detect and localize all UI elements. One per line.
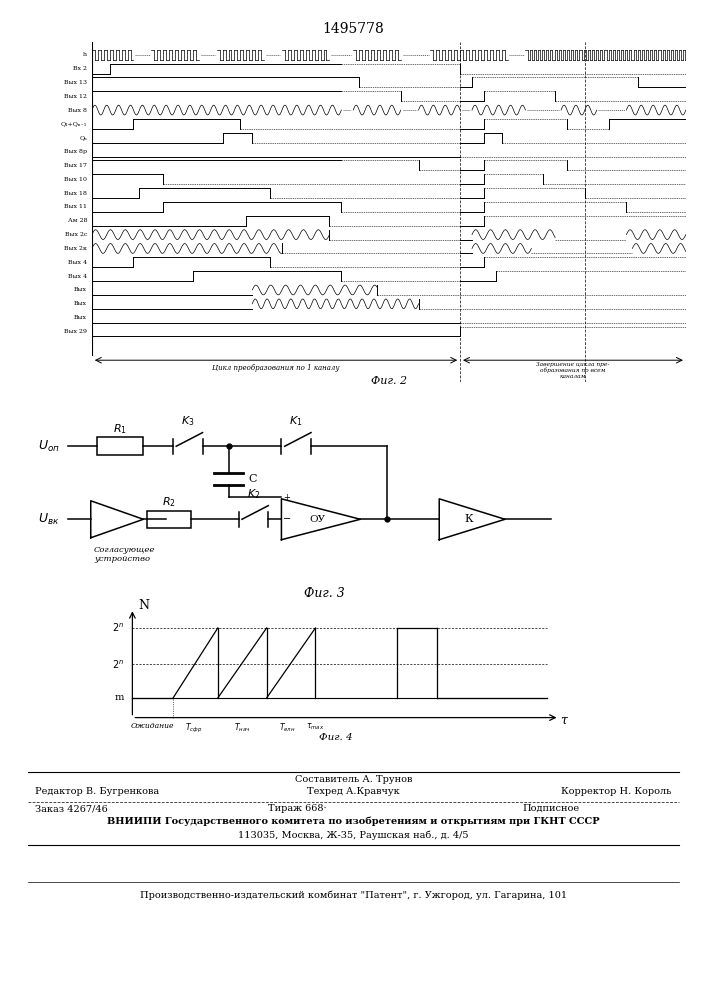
- Text: 1495778: 1495778: [322, 22, 385, 36]
- Text: Завершение цикла пре-
образования по всем
каналам: Завершение цикла пре- образования по все…: [537, 362, 609, 379]
- Text: $T_{сфр}$: $T_{сфр}$: [185, 722, 202, 735]
- Text: ОУ: ОУ: [310, 515, 326, 524]
- Text: Заказ 4267/46: Заказ 4267/46: [35, 804, 108, 813]
- Text: Вых 12: Вых 12: [64, 94, 87, 99]
- Text: Q₁+Qₙ₋₁: Q₁+Qₙ₋₁: [61, 121, 87, 126]
- Text: Тираж 668·: Тираж 668·: [268, 804, 326, 813]
- Text: Фиг. 2: Фиг. 2: [370, 376, 407, 386]
- Text: C: C: [249, 474, 257, 484]
- Text: +: +: [284, 493, 290, 502]
- Text: Вых 4: Вых 4: [68, 274, 87, 279]
- Text: $R_2$: $R_2$: [162, 496, 176, 509]
- Text: $K_1$: $K_1$: [289, 414, 303, 428]
- Text: $R_1$: $R_1$: [113, 423, 127, 436]
- Text: Вых 8р: Вых 8р: [64, 149, 87, 154]
- Text: $K_3$: $K_3$: [181, 414, 194, 428]
- Text: −: −: [283, 514, 291, 524]
- Text: Корректор Н. Король: Корректор Н. Король: [561, 787, 672, 796]
- Text: Вых 17: Вых 17: [64, 163, 87, 168]
- Text: Техред А.Кравчук: Техред А.Кравчук: [307, 787, 400, 796]
- Bar: [146, 511, 192, 528]
- Text: $K_2$: $K_2$: [247, 487, 260, 501]
- Text: m: m: [115, 694, 124, 702]
- Text: Вых 11: Вых 11: [64, 204, 87, 209]
- Text: $τ_{max}$: $τ_{max}$: [306, 722, 325, 732]
- Text: Согласующее
устройство: Согласующее устройство: [94, 546, 156, 563]
- Text: Вых 2с: Вых 2с: [64, 232, 87, 237]
- Text: Составитель А. Трунов: Составитель А. Трунов: [295, 775, 412, 784]
- Text: Вх 2: Вх 2: [73, 66, 87, 71]
- Text: Цикл преобразования по 1 каналу: Цикл преобразования по 1 каналу: [212, 364, 339, 372]
- Text: Подписное: Подписное: [523, 804, 580, 813]
- Text: Вых: Вых: [74, 287, 87, 292]
- Text: Qₙ: Qₙ: [79, 135, 87, 140]
- Text: Производственно-издательский комбинат "Патент", г. Ужгород, ул. Гагарина, 101: Производственно-издательский комбинат "П…: [140, 890, 567, 900]
- Text: Фиг. 4: Фиг. 4: [319, 733, 353, 742]
- Text: N: N: [139, 599, 149, 612]
- Text: 113035, Москва, Ж-35, Раушская наб., д. 4/5: 113035, Москва, Ж-35, Раушская наб., д. …: [238, 831, 469, 840]
- Text: Ожидание: Ожидание: [131, 722, 175, 730]
- Text: $U_{вк}$: $U_{вк}$: [38, 512, 59, 527]
- Text: Вых 18: Вых 18: [64, 191, 87, 196]
- Text: Вых 4: Вых 4: [68, 260, 87, 265]
- Text: h: h: [83, 52, 87, 57]
- Text: Вых 10: Вых 10: [64, 177, 87, 182]
- Text: Вых 13: Вых 13: [64, 80, 87, 85]
- Text: Вых 8: Вых 8: [68, 108, 87, 113]
- Text: Вых: Вых: [74, 301, 87, 306]
- Text: Ам 28: Ам 28: [68, 218, 87, 223]
- Text: Вых 29: Вых 29: [64, 329, 87, 334]
- Text: Вых: Вых: [74, 315, 87, 320]
- Text: Редактор В. Бугренкова: Редактор В. Бугренкова: [35, 787, 160, 796]
- Text: ВНИИПИ Государственного комитета по изобретениям и открытиям при ГКНТ СССР: ВНИИПИ Государственного комитета по изоб…: [107, 817, 600, 826]
- Text: τ: τ: [560, 713, 567, 726]
- Text: $U_{оп}$: $U_{оп}$: [38, 439, 60, 454]
- Text: $T_{елн}$: $T_{елн}$: [279, 722, 296, 734]
- Text: $2^n$: $2^n$: [112, 658, 124, 671]
- Text: К: К: [464, 514, 473, 524]
- Bar: [98, 437, 144, 455]
- Text: $T_{нач}$: $T_{нач}$: [234, 722, 250, 734]
- Text: $2^n$: $2^n$: [112, 622, 124, 634]
- Text: Фиг. 3: Фиг. 3: [304, 587, 344, 600]
- Text: Вых 2к: Вых 2к: [64, 246, 87, 251]
